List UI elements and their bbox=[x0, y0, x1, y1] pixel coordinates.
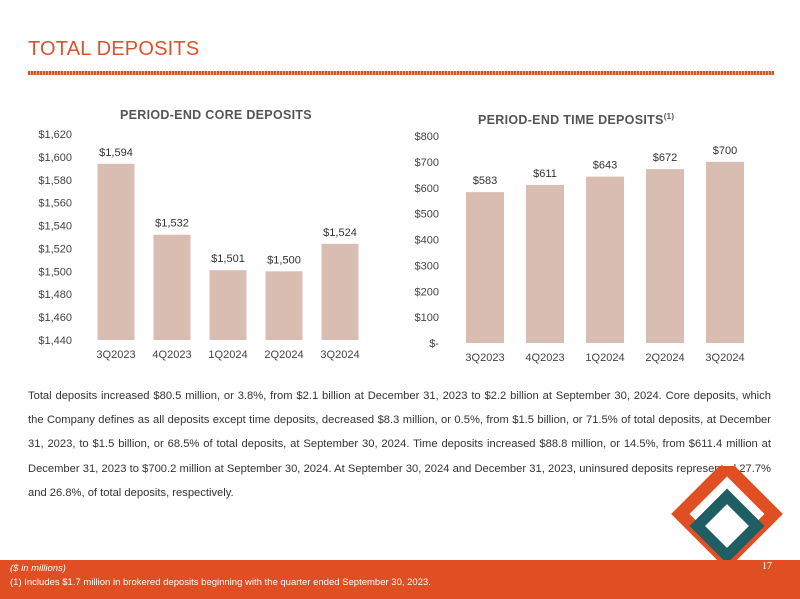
y-tick-label: $300 bbox=[415, 260, 439, 272]
y-tick-label: $1,460 bbox=[38, 312, 72, 324]
y-tick-label: $200 bbox=[415, 286, 439, 298]
y-tick-label: $700 bbox=[415, 157, 439, 169]
y-tick-label: $- bbox=[429, 338, 439, 350]
footer-band bbox=[0, 560, 800, 599]
core-deposits-chart: $1,440 $1,460 $1,480 $1,500 $1,520 $1,540 $1,5… bbox=[38, 129, 359, 361]
time-deposits-chart: $- $100 $200 $300 $400 $500 $600 $700 $800 $583 3Q… bbox=[415, 131, 745, 364]
y-tick-label: $800 bbox=[415, 131, 439, 143]
bar bbox=[526, 184, 564, 343]
x-tick-label: 4Q2023 bbox=[152, 349, 191, 361]
bar bbox=[97, 163, 135, 340]
x-tick-label: 2Q2024 bbox=[645, 352, 684, 364]
y-tick-label: $1,540 bbox=[38, 221, 72, 233]
bar bbox=[321, 243, 359, 340]
x-tick-label: 3Q2024 bbox=[705, 352, 744, 364]
bar bbox=[153, 234, 191, 340]
y-tick-label: $1,500 bbox=[38, 266, 72, 278]
y-tick-label: $1,480 bbox=[38, 289, 72, 301]
page-number: 17 bbox=[762, 561, 772, 572]
bar bbox=[209, 270, 247, 340]
footnote-brokered-deposits: (1) Includes $1.7 million in brokered de… bbox=[10, 577, 431, 588]
bar-value-label: $1,500 bbox=[267, 254, 301, 266]
y-tick-label: $1,620 bbox=[38, 129, 72, 141]
bar-value-label: $672 bbox=[653, 152, 677, 164]
bar bbox=[646, 169, 684, 343]
time-deposits-chart-title-superscript: (1) bbox=[663, 112, 675, 121]
bar-value-label: $643 bbox=[593, 160, 617, 172]
bar bbox=[265, 271, 303, 340]
bar-value-label: $583 bbox=[473, 175, 497, 187]
title-divider bbox=[28, 71, 774, 75]
time-deposits-chart-title-text: PERIOD-END TIME DEPOSITS bbox=[478, 113, 664, 128]
core-deposits-chart-title-text: PERIOD-END CORE DEPOSITS bbox=[120, 108, 312, 123]
bar-value-label: $1,501 bbox=[211, 253, 245, 265]
bar-value-label: $1,594 bbox=[99, 147, 133, 159]
y-tick-label: $500 bbox=[415, 209, 439, 221]
y-tick-label: $1,560 bbox=[38, 198, 72, 210]
x-tick-label: 1Q2024 bbox=[208, 349, 247, 361]
y-tick-label: $100 bbox=[415, 312, 439, 324]
bar-value-label: $1,524 bbox=[323, 227, 357, 239]
y-tick-label: $1,580 bbox=[38, 175, 72, 187]
bar bbox=[706, 161, 744, 343]
y-tick-label: $400 bbox=[415, 235, 439, 247]
x-tick-label: 3Q2023 bbox=[465, 352, 504, 364]
bar-value-label: $1,532 bbox=[155, 218, 189, 230]
y-tick-label: $1,520 bbox=[38, 243, 72, 255]
page-title: TOTAL DEPOSITS bbox=[28, 38, 200, 60]
y-tick-label: $1,600 bbox=[38, 152, 72, 164]
x-tick-label: 1Q2024 bbox=[585, 352, 624, 364]
footnote-units: ($ in millions) bbox=[10, 563, 66, 574]
logo-teal-diamond bbox=[689, 488, 765, 564]
x-tick-label: 3Q2023 bbox=[96, 349, 135, 361]
deposits-summary-paragraph: Total deposits increased $80.5 million, … bbox=[28, 390, 771, 499]
bar-value-label: $611 bbox=[533, 168, 557, 180]
x-tick-label: 4Q2023 bbox=[525, 352, 564, 364]
bar bbox=[466, 192, 504, 343]
bar bbox=[586, 176, 624, 343]
logo-orange-diamond bbox=[671, 466, 783, 566]
y-tick-label: $600 bbox=[415, 183, 439, 195]
x-tick-label: 3Q2024 bbox=[320, 349, 359, 361]
time-deposits-chart-title: PERIOD-END TIME DEPOSITS(1) bbox=[478, 112, 674, 127]
bar-value-label: $700 bbox=[713, 145, 737, 157]
core-deposits-chart-title: PERIOD-END CORE DEPOSITS bbox=[120, 107, 312, 122]
diamond-logo-icon bbox=[671, 466, 783, 566]
x-tick-label: 2Q2024 bbox=[264, 349, 303, 361]
y-tick-label: $1,440 bbox=[38, 335, 72, 347]
